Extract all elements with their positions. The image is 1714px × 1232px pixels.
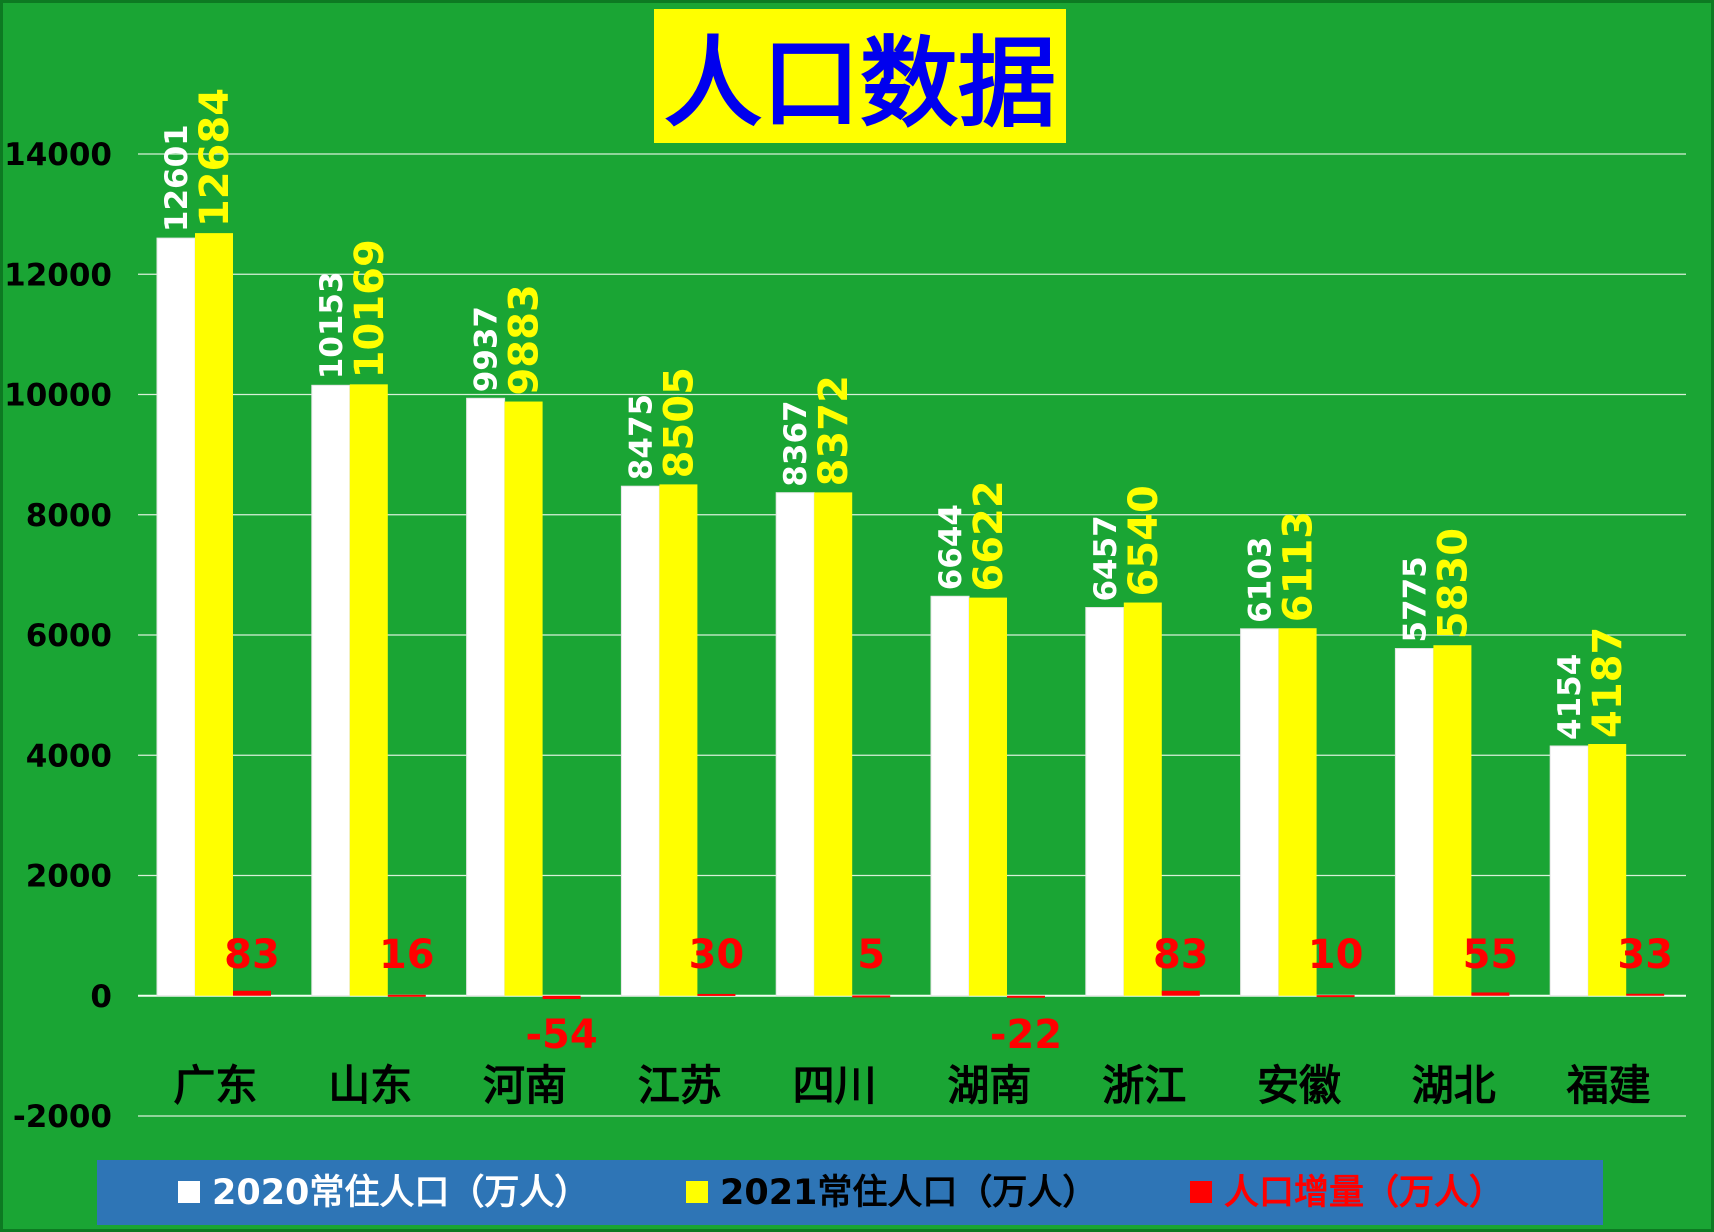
- category-label: 四川: [793, 1061, 877, 1110]
- bar-2020: [620, 485, 660, 997]
- legend-band: [97, 1160, 1603, 1225]
- value-label-increment: 33: [1617, 932, 1673, 978]
- bar-2021: [349, 384, 388, 996]
- bar-2020: [156, 237, 196, 997]
- bar-2020: [1085, 607, 1125, 997]
- value-label-2021: 8505: [656, 367, 702, 478]
- bar-increment: [233, 990, 271, 996]
- bar-increment: [1626, 993, 1665, 996]
- bar-2021: [814, 492, 853, 996]
- value-label-2020: 10153: [314, 271, 350, 379]
- value-label-2020: 6103: [1243, 537, 1279, 623]
- value-label-2021: 4187: [1585, 627, 1631, 738]
- value-label-2021: 10169: [347, 239, 393, 378]
- value-label-increment: -54: [525, 1012, 597, 1058]
- y-tick-label: 0: [90, 979, 112, 1015]
- legend-swatch: [686, 1181, 708, 1203]
- value-label-2020: 6644: [933, 504, 969, 590]
- category-label: 湖南: [947, 1061, 1031, 1110]
- value-label-increment: -22: [990, 1012, 1062, 1058]
- y-tick-label: 10000: [4, 378, 112, 414]
- bar-increment: [1471, 992, 1510, 996]
- value-label-2020: 6457: [1088, 515, 1124, 601]
- value-label-2020: 8367: [778, 400, 814, 486]
- value-label-2020: 4154: [1552, 654, 1588, 740]
- bar-2020: [930, 595, 970, 997]
- bar-2020: [775, 492, 815, 997]
- bar-2021: [1433, 645, 1472, 996]
- bar-increment: [1007, 995, 1045, 998]
- bar-2021: [504, 401, 543, 996]
- y-tick-label: 12000: [4, 257, 112, 293]
- legend-label: 2020常住人口（万人）: [212, 1173, 589, 1213]
- title-box: [654, 9, 1066, 143]
- value-label-2020: 12601: [159, 124, 195, 232]
- value-label-2021: 5830: [1430, 528, 1476, 639]
- value-label-2021: 6113: [1276, 511, 1322, 622]
- bar-increment: [1161, 990, 1200, 996]
- bar-2021: [1588, 744, 1627, 996]
- value-label-increment: 55: [1463, 932, 1519, 978]
- bar-2021: [195, 233, 233, 996]
- category-label: 广东: [173, 1061, 257, 1110]
- bar-increment: [697, 993, 736, 996]
- bar-2020: [1394, 648, 1434, 997]
- bar-2021: [659, 484, 698, 996]
- bar-increment: [852, 995, 891, 998]
- category-label: 山东: [328, 1061, 412, 1110]
- value-label-increment: 10: [1308, 932, 1364, 978]
- value-label-increment: 5: [857, 932, 885, 978]
- value-label-2021: 9883: [502, 284, 548, 395]
- value-label-2021: 6540: [1121, 485, 1167, 596]
- bar-2020: [466, 397, 506, 997]
- value-label-2020: 9937: [469, 306, 505, 392]
- bar-increment: [387, 994, 426, 997]
- bar-2021: [969, 597, 1007, 996]
- category-label: 福建: [1566, 1061, 1651, 1110]
- y-tick-label: 6000: [26, 618, 112, 654]
- value-label-2020: 8475: [623, 394, 659, 480]
- legend-label: 2021常住人口（万人）: [720, 1173, 1097, 1213]
- value-label-2020: 5775: [1397, 556, 1433, 642]
- legend-swatch: [178, 1181, 200, 1203]
- value-label-2021: 6622: [966, 480, 1012, 591]
- y-tick-label: 4000: [26, 738, 112, 774]
- category-label: 河南: [483, 1061, 567, 1110]
- bar-increment: [1316, 995, 1355, 998]
- value-label-2021: 8372: [811, 375, 857, 486]
- y-tick-label: 14000: [4, 137, 112, 173]
- category-label: 浙江: [1102, 1061, 1186, 1110]
- y-tick-label: 8000: [26, 498, 112, 534]
- value-label-increment: 30: [689, 932, 745, 978]
- bar-2020: [1240, 628, 1280, 997]
- category-label: 安徽: [1257, 1061, 1342, 1110]
- bar-2020: [311, 384, 351, 997]
- y-tick-label: 2000: [26, 859, 112, 895]
- bar-2021: [1123, 602, 1162, 996]
- bar-increment: [542, 995, 581, 999]
- value-label-increment: 83: [1153, 932, 1209, 978]
- bar-2020: [1549, 745, 1589, 997]
- y-tick-label: -2000: [13, 1099, 112, 1135]
- legend-swatch: [1190, 1181, 1212, 1203]
- category-label: 湖北: [1412, 1061, 1496, 1110]
- value-label-2021: 12684: [192, 88, 238, 227]
- category-label: 江苏: [638, 1061, 722, 1110]
- bar-2021: [1278, 628, 1317, 996]
- value-label-increment: 83: [224, 932, 280, 978]
- legend-label: 人口增量（万人）: [1224, 1173, 1504, 1213]
- value-label-increment: 16: [379, 932, 435, 978]
- chart-title: 人口数据: [664, 27, 1056, 141]
